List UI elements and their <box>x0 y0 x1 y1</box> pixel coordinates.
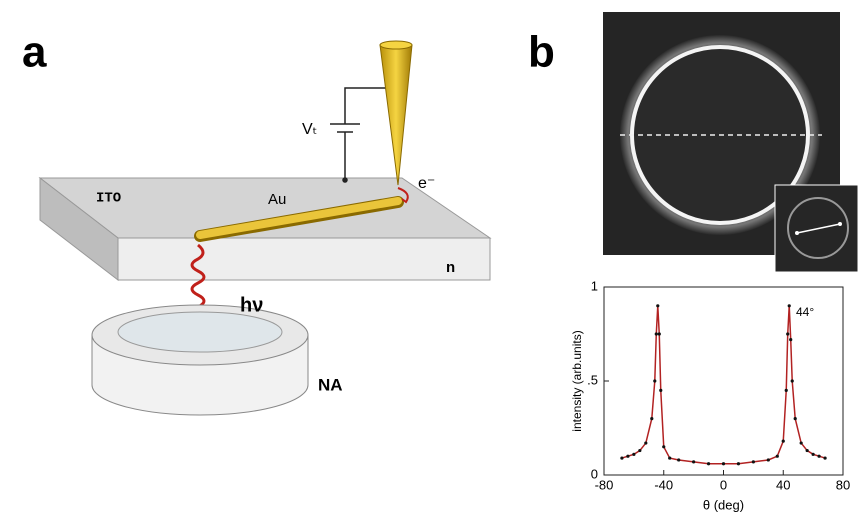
data-point <box>766 458 770 462</box>
tip <box>379 44 413 186</box>
y-axis-label: intensity (arb.units) <box>570 330 584 431</box>
x-tick-label: 80 <box>836 477 850 492</box>
label: Au <box>268 191 286 208</box>
plot: 0 .5 1 -80 -40 0 40 80 θ (deg) intensity (arb.uni… <box>570 278 850 512</box>
data-point <box>662 445 666 449</box>
data-point <box>620 456 624 460</box>
data-point <box>823 456 827 460</box>
data-point <box>656 304 660 308</box>
nanowire <box>196 197 402 239</box>
data-point <box>638 448 642 453</box>
data-point <box>811 452 815 456</box>
label: ITO <box>96 191 121 207</box>
x-tick-label: -80 <box>595 477 614 492</box>
x-tick-label: 0 <box>720 477 727 492</box>
data-point <box>657 332 661 336</box>
data-point <box>721 462 726 466</box>
data-point <box>659 388 663 392</box>
y-tick-label: 1 <box>591 278 598 293</box>
electron-arrow <box>397 187 409 204</box>
y-tick-label: 0 <box>591 466 598 481</box>
data-point <box>632 452 636 456</box>
inset-image <box>774 184 858 273</box>
panel-label: b <box>528 28 555 77</box>
data-point <box>786 332 790 336</box>
data-point <box>784 388 788 392</box>
x-tick-label: -40 <box>654 477 673 492</box>
data-point <box>626 454 630 458</box>
data-point <box>706 462 711 466</box>
data-point <box>805 448 809 453</box>
data-point <box>736 462 741 466</box>
data-point <box>817 454 821 458</box>
panel-label: a <box>22 28 47 77</box>
data-point <box>644 441 648 445</box>
photon-wave <box>190 243 206 333</box>
x-tick-label: 40 <box>776 477 790 492</box>
objective <box>91 304 309 416</box>
data-point <box>692 460 696 464</box>
annotation: 44° <box>796 305 814 319</box>
x-axis-label: θ (deg) <box>703 497 744 512</box>
circuit <box>330 87 388 183</box>
data-point <box>751 460 755 464</box>
data-point <box>790 379 794 383</box>
data-point <box>775 454 779 458</box>
label: hν <box>240 294 263 316</box>
data-point <box>653 379 657 383</box>
data-point <box>668 456 672 460</box>
data-point <box>781 439 785 443</box>
data-point <box>787 304 791 308</box>
data-point <box>789 338 793 342</box>
data-point <box>799 441 803 445</box>
sample-slab <box>38 176 492 282</box>
data-point <box>793 417 797 421</box>
label: Vₜ <box>302 121 317 138</box>
fit-line <box>621 305 826 465</box>
data-point <box>654 332 658 336</box>
tip-top <box>379 40 413 50</box>
label: e⁻ <box>418 175 435 192</box>
y-tick-label: .5 <box>587 372 598 387</box>
data-point <box>650 417 654 421</box>
data-point <box>677 458 681 462</box>
label: NA <box>318 375 343 394</box>
label: n <box>446 259 455 276</box>
